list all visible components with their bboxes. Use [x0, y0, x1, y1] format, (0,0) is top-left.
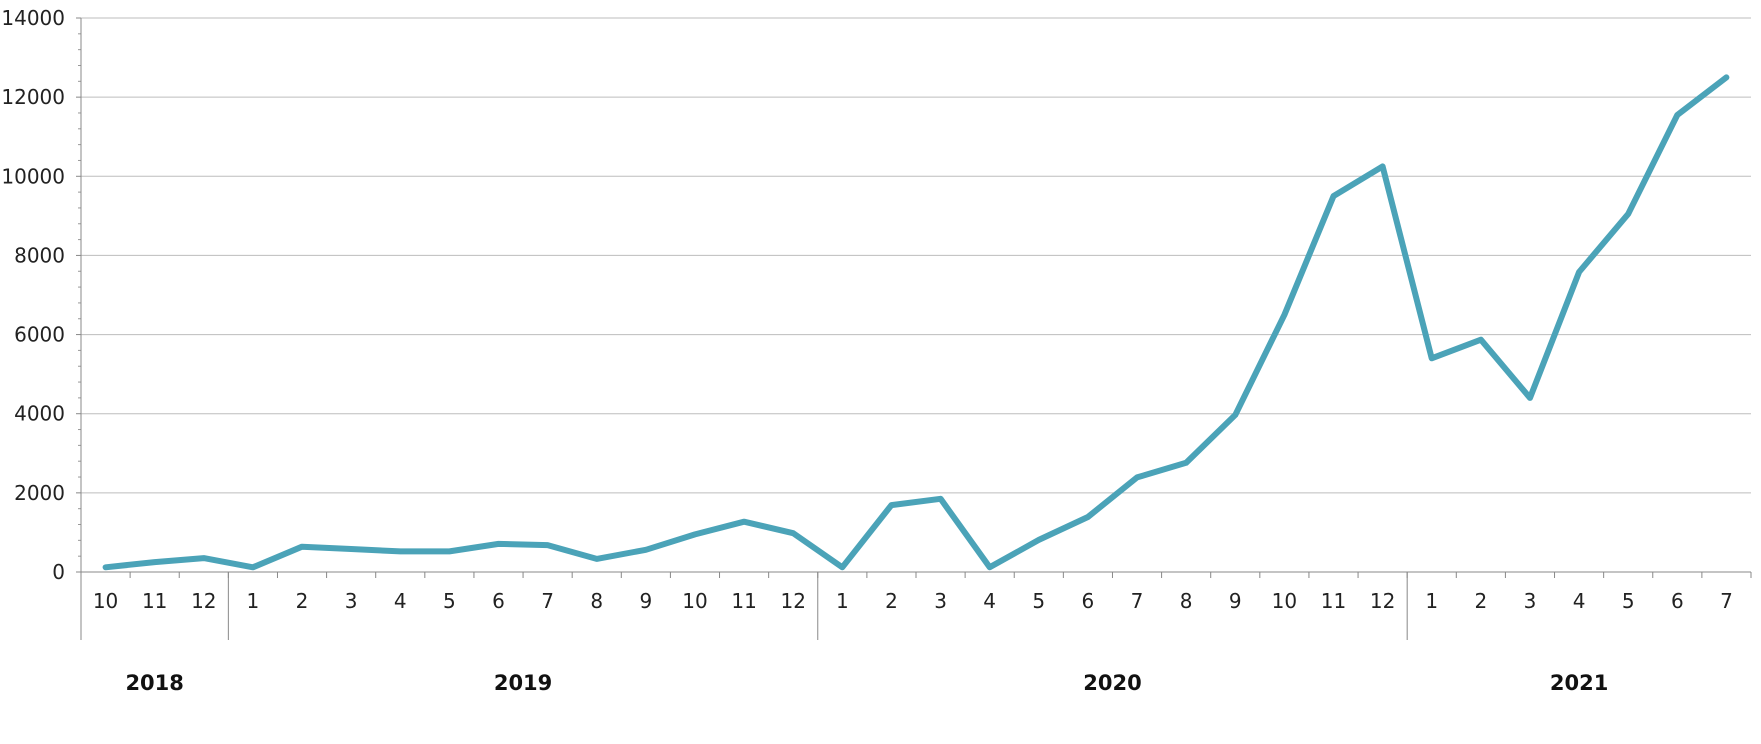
series-layer: [102, 74, 1730, 571]
x-tick-label: 11: [1321, 589, 1346, 613]
y-tick-label: 10000: [1, 164, 65, 188]
x-tick-label: 3: [934, 589, 947, 613]
x-tick-label: 7: [1131, 589, 1144, 613]
x-tick-label: 10: [682, 589, 707, 613]
x-tick-label: 7: [1720, 589, 1733, 613]
year-label: 2019: [494, 671, 552, 695]
x-tick-label: 4: [1573, 589, 1586, 613]
x-tick-label: 4: [394, 589, 407, 613]
year-label: 2021: [1550, 671, 1608, 695]
x-tick-label: 11: [142, 589, 167, 613]
y-tick-label: 14000: [1, 6, 65, 30]
x-tick-label: 9: [1229, 589, 1242, 613]
x-tick-label: 6: [1082, 589, 1095, 613]
year-group-labels: 2018 2019 2020 2021: [125, 671, 1608, 695]
x-tick-label: 1: [247, 589, 260, 613]
x-tick-label: 8: [590, 589, 603, 613]
x-tick-label: 3: [345, 589, 358, 613]
x-tick-label: 12: [191, 589, 216, 613]
x-tick-label: 12: [780, 589, 805, 613]
y-tick-label: 8000: [14, 243, 65, 267]
y-tick-label: 4000: [14, 402, 65, 426]
y-axis-ticks: 0 2000 4000 6000 8000 10000 12000 14000: [1, 6, 65, 584]
x-tick-label: 6: [492, 589, 505, 613]
x-tick-label: 5: [1622, 589, 1635, 613]
x-axis-ticks: 10 11 12 1 2 3 4 5 6 7 8 9 10 11 12 1 2 3 4 5 6 7 8 9 10 11 12 1 2 3 4…: [93, 589, 1733, 613]
x-tick-label: 8: [1180, 589, 1193, 613]
series-line: [102, 74, 1730, 571]
x-tick-label: 3: [1524, 589, 1537, 613]
axes: [76, 17, 1752, 640]
x-tick-label: 6: [1671, 589, 1684, 613]
x-tick-label: 10: [93, 589, 118, 613]
year-label: 2018: [125, 671, 183, 695]
x-tick-label: 2: [1474, 589, 1487, 613]
y-tick-label: 12000: [1, 85, 65, 109]
gridlines: [81, 17, 1751, 494]
x-tick-label: 5: [1032, 589, 1045, 613]
x-tick-label: 7: [541, 589, 554, 613]
x-tick-label: 9: [639, 589, 652, 613]
x-tick-label: 2: [885, 589, 898, 613]
y-tick-label: 0: [52, 560, 65, 584]
y-tick-label: 2000: [14, 481, 65, 505]
x-tick-label: 4: [983, 589, 996, 613]
y-tick-label: 6000: [14, 323, 65, 347]
x-tick-label: 5: [443, 589, 456, 613]
x-tick-label: 2: [296, 589, 309, 613]
x-tick-label: 1: [836, 589, 849, 613]
x-tick-label: 11: [731, 589, 756, 613]
year-label: 2020: [1083, 671, 1141, 695]
x-tick-label: 12: [1370, 589, 1395, 613]
x-tick-label: 10: [1272, 589, 1297, 613]
x-tick-label: 1: [1425, 589, 1438, 613]
